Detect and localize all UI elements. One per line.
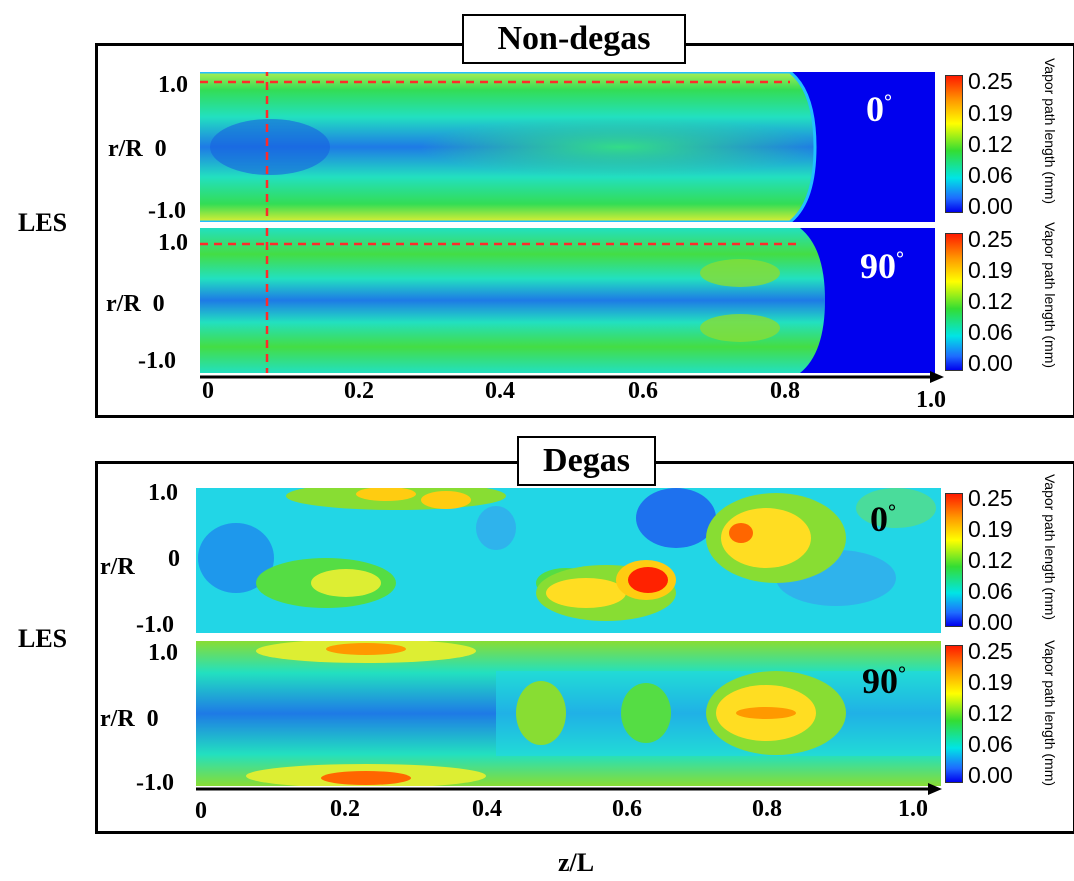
bottom-0-ytick-0: 0 [168, 546, 180, 572]
colorbar-bottom-90 [945, 645, 963, 783]
top-0-ytick-m1: -1.0 [148, 198, 186, 224]
bottom-xtick-5: 1.0 [898, 796, 928, 822]
cbar-tick: 0.12 [968, 547, 1013, 573]
cbar-tick: 0.12 [968, 700, 1013, 726]
x-axis-label: z/L [558, 848, 595, 877]
cbar-tick: 0.00 [968, 762, 1013, 788]
bottom-x-axis [196, 783, 942, 795]
top-90-ytick-1: 1.0 [158, 230, 188, 256]
bottom-xtick-0: 0 [195, 798, 207, 824]
colorbar-unit-label: Vapor path length (mm) [1042, 222, 1058, 369]
cbar-tick: 0.25 [968, 485, 1013, 511]
colorbar-unit-label: Vapor path length (mm) [1042, 58, 1058, 205]
bottom-90-ytick-1: 1.0 [148, 640, 178, 666]
bottom-side-label: LES [18, 624, 68, 653]
cbar-tick: 0.06 [968, 578, 1013, 604]
angle-label-non-degas-0: 0° [866, 89, 892, 129]
top-xtick-3: 0.6 [628, 378, 658, 404]
degas-title: Degas [517, 436, 656, 486]
top-side-label: LES [18, 208, 68, 237]
top-0-ytick-0: r/R 0 [108, 136, 167, 162]
bottom-xtick-2: 0.4 [472, 796, 502, 822]
bottom-90-ytick-0: r/R 0 [100, 706, 159, 732]
degree-symbol: ° [884, 91, 892, 113]
cbar-tick: 0.19 [968, 516, 1013, 542]
colorbar-unit-label: Vapor path length (mm) [1042, 474, 1058, 621]
top-0-ytick-1: 1.0 [158, 72, 188, 98]
cbar-tick: 0.06 [968, 731, 1013, 757]
heatmap-degas-90 [196, 641, 941, 786]
bottom-xtick-1: 0.2 [330, 796, 360, 822]
heatmap-non-degas-0 [200, 72, 935, 222]
bottom-0-ytick-1: 1.0 [148, 480, 178, 506]
colorbar-top-90 [945, 233, 963, 371]
colorbar-unit-label: Vapor path length (mm) [1042, 640, 1058, 787]
degree-symbol: ° [896, 248, 904, 270]
cbar-tick: 0.00 [968, 193, 1013, 219]
cbar-tick: 0.19 [968, 669, 1013, 695]
bottom-xtick-3: 0.6 [612, 796, 642, 822]
non-degas-title: Non-degas [462, 14, 686, 64]
bottom-0-ytick-m1: -1.0 [136, 612, 174, 638]
top-90-ytick-0: r/R 0 [106, 291, 165, 317]
cbar-tick: 0.25 [968, 638, 1013, 664]
cbar-tick: 0.12 [968, 131, 1013, 157]
angle-label-degas-90: 90° [862, 661, 906, 701]
top-xtick-0: 0 [202, 378, 214, 404]
colorbar-bottom-0 [945, 493, 963, 627]
bottom-xtick-4: 0.8 [752, 796, 782, 822]
colorbar-top-0 [945, 75, 963, 213]
cbar-tick: 0.25 [968, 68, 1013, 94]
cbar-tick: 0.19 [968, 257, 1013, 283]
heatmap-degas-0 [196, 488, 941, 633]
top-xtick-4: 0.8 [770, 378, 800, 404]
cbar-tick: 0.19 [968, 100, 1013, 126]
cbar-tick: 0.06 [968, 162, 1013, 188]
top-90-ytick-m1: -1.0 [138, 348, 176, 374]
heatmap-non-degas-90 [200, 228, 935, 373]
top-xtick-1: 0.2 [344, 378, 374, 404]
angle-label-degas-0: 0° [870, 499, 896, 539]
cbar-tick: 0.25 [968, 226, 1013, 252]
bottom-0-ylabel: r/R [100, 554, 135, 580]
cbar-tick: 0.00 [968, 350, 1013, 376]
top-xtick-2: 0.4 [485, 378, 515, 404]
cbar-tick: 0.12 [968, 288, 1013, 314]
degree-symbol: ° [898, 663, 906, 685]
top-xtick-5: 1.0 [916, 387, 946, 413]
cbar-tick: 0.06 [968, 319, 1013, 345]
angle-label-non-degas-90: 90° [860, 246, 904, 286]
top-x-axis [200, 371, 944, 383]
cbar-tick: 0.00 [968, 609, 1013, 635]
bottom-90-ytick-m1: -1.0 [136, 770, 174, 796]
degree-symbol: ° [888, 501, 896, 523]
